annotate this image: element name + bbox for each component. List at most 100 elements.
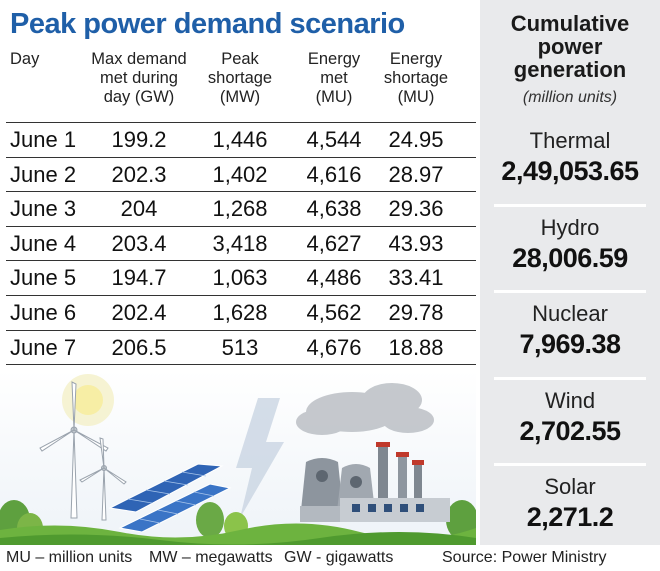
column-header-line: shortage [207,69,273,87]
table-row: June 2 202.3 1,402 4,616 28.97 [0,156,476,191]
panel-subtitle: (million units) [522,89,618,106]
generation-source-name: Hydro [540,214,600,240]
column-header-line: met during [100,69,178,87]
table-cell: 206.5 [111,334,167,360]
table-row: June 4 203.4 3,418 4,627 43.93 [0,225,476,260]
table-cell: 1,446 [212,127,268,152]
table-cell: 24.95 [388,127,444,152]
table-cell: 28.97 [388,161,444,187]
row-divider [6,156,476,158]
generation-source-value: 28,006.59 [512,242,628,273]
column-header: Energy shortage (MU) [371,50,461,107]
row-divider [6,329,476,331]
energy-illustration [0,370,476,545]
table-cell: 1,063 [212,265,268,291]
wind-turbine-icon [39,381,127,521]
table-row: June 7 206.5 513 4,676 18.88 [0,329,476,364]
table-cell: 4,616 [306,161,362,187]
column-header-line: (MU) [315,88,353,106]
column-header-line: shortage [383,69,449,87]
row-day-label: June 1 [10,127,77,152]
table-cell: 43.93 [388,230,444,256]
panel-divider [494,463,646,466]
row-day-label: June 3 [10,196,77,222]
table-cell: 4,676 [306,334,362,360]
table-cell: 203.4 [111,230,167,256]
grass-ground [0,523,476,545]
column-header-line: Max demand [91,50,187,68]
table-row: June 5 194.7 1,063 4,486 33.41 [0,260,476,294]
generation-source-name: Solar [544,474,596,499]
row-day-label: June 6 [10,300,77,325]
generation-source-value: 2,271.2 [526,502,614,532]
panel-divider [494,290,646,293]
legend-mu: MU – million units [6,549,133,566]
table-cell: 194.7 [111,265,167,291]
table-cell: 202.3 [111,161,167,187]
table-cell: 513 [221,334,259,360]
generation-source-value: 2,702.55 [519,415,621,446]
table-cell: 202.4 [111,300,167,325]
column-header-line: Energy [307,50,361,68]
generation-source-value: 2,49,053.65 [501,156,639,186]
row-divider [6,122,476,123]
table-cell: 4,627 [306,230,362,256]
column-header: Peak shortage (MW) [195,50,285,107]
panel-title-line: generation [513,57,627,82]
column-header-line: day (GW) [103,88,175,106]
table-cell: 204 [120,196,158,222]
legend-gw: GW - gigawatts [284,549,394,566]
legend-mw: MW – megawatts [149,549,273,566]
row-day-label: June 5 [10,265,77,291]
row-day-label: June 7 [10,334,77,360]
table-row: June 6 202.4 1,628 4,562 29.78 [0,295,476,329]
column-header: Max demand met during day (GW) [84,50,194,107]
row-divider [6,295,476,296]
table-cell: 18.88 [388,334,444,360]
column-header-line: met [320,69,348,87]
power-plant-icon [300,442,450,522]
table-cell: 29.36 [388,196,444,222]
column-header: Day [10,50,39,69]
column-header-line: Peak [221,50,259,68]
table-cell: 4,486 [306,265,362,291]
table-row: June 3 204 1,268 4,638 29.36 [0,191,476,225]
lightning-bolt-icon [236,398,284,518]
column-header: Energy met (MU) [294,50,374,107]
generation-source-name: Thermal [529,128,611,153]
table-row: June 1 199.2 1,446 4,544 24.95 [0,122,476,156]
table-cell: 199.2 [111,127,167,152]
row-divider [6,364,476,366]
column-header-line: Day [10,50,40,68]
panel-divider [494,376,646,380]
table-cell: 1,402 [212,161,268,187]
column-header-line: Energy [389,50,443,68]
source-note: Source: Power Ministry [442,549,607,566]
table-cell: 4,638 [306,196,362,222]
generation-source-value: 7,969.38 [519,329,621,359]
row-divider [6,191,476,193]
panel-title: Cumulative power generation [480,12,660,81]
panel-divider [494,203,646,207]
row-day-label: June 4 [10,230,77,256]
row-divider [6,225,476,227]
table-cell: 4,544 [306,127,362,152]
solar-panel-icon [108,463,232,533]
column-header-line: (MW) [219,88,261,106]
panel-title-line: Cumulative [510,11,630,36]
smoke-cloud [296,383,434,435]
row-divider [6,260,476,262]
table-cell: 1,268 [212,196,268,222]
generation-source-name: Nuclear [532,301,608,326]
cumulative-generation-panel: Cumulative power generation (million uni… [480,0,660,545]
table-cell: 29.78 [388,300,444,325]
row-day-label: June 2 [10,161,77,187]
column-header-line: (MU) [397,88,435,106]
generation-source-name: Wind [544,387,596,413]
sun-icon [62,374,114,426]
table-cell: 1,628 [212,300,268,325]
table-cell: 33.41 [388,265,444,291]
table-cell: 3,418 [212,230,268,256]
table-cell: 4,562 [306,300,362,325]
chart-title: Peak power demand scenario [10,8,405,40]
